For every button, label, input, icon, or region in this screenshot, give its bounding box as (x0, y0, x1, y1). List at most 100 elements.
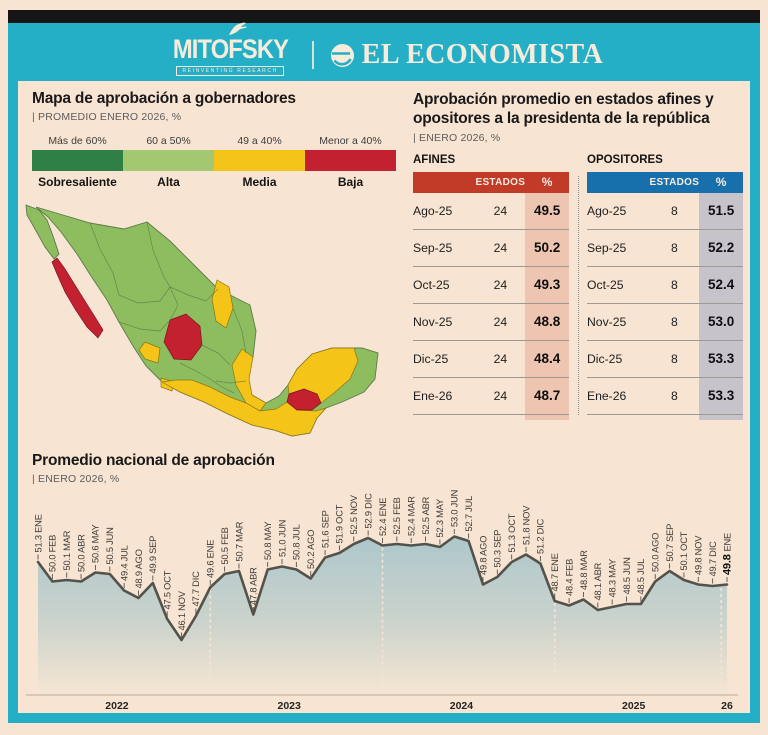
brand-divider (311, 41, 314, 69)
approval-chart-svg: 51.3 ENE 50.0 FEB 50.1 MAR 50.0 ABR 50.6 MAY… (26, 490, 738, 712)
point-value-label: 50.5 FEB (220, 527, 230, 564)
point-value-label: 50.1 OCT (679, 531, 689, 570)
stat-table-opositores: OPOSITORES ESTADOS% Ago-25 8 51.5 Sep-25 8 52.2… (587, 153, 743, 420)
percent-column-band (525, 192, 569, 420)
percent-cell: 48.7 (533, 388, 561, 404)
tables-section: Aprobación promedio en estados afines y … (413, 90, 747, 420)
tables-dotted-divider (578, 175, 579, 415)
month-cell: Sep-25 (587, 240, 627, 255)
table-row: Nov-25 24 48.8 (413, 304, 569, 341)
point-value-label: 48.5 JUN (622, 557, 632, 594)
percent-cell: 48.4 (533, 351, 561, 367)
percent-cell: 49.5 (533, 203, 561, 219)
estados-cell: 8 (670, 314, 678, 329)
point-value-label: 51.9 OCT (335, 504, 345, 543)
table-row: Ene-26 24 48.7 (413, 378, 569, 415)
table-header: ESTADOS% (587, 171, 743, 193)
economista-globe-icon (330, 43, 354, 67)
point-value-label: 48.1 ABR (593, 562, 603, 600)
percent-cell: 53.3 (707, 351, 735, 367)
point-value-label: 48.8 MAR (579, 550, 589, 590)
legend-color-swatch (214, 150, 305, 171)
percent-cell: 53.0 (707, 314, 735, 330)
column-header-estados: ESTADOS (475, 176, 526, 188)
percent-cell: 52.2 (707, 240, 735, 256)
map-state-borders (89, 221, 247, 394)
percent-cell: 50.2 (533, 240, 561, 256)
column-header-percent: % (541, 175, 553, 190)
point-value-label: 50.8 JUL (292, 524, 302, 560)
point-value-label: 47.7 DIC (191, 571, 201, 607)
economista-logo: EL ECONOMISTA (330, 39, 604, 71)
month-cell: Ene-26 (587, 388, 627, 403)
estados-cell: 8 (670, 277, 678, 292)
table-row: Oct-25 24 49.3 (413, 267, 569, 304)
month-cell: Ago-25 (587, 203, 627, 218)
point-value-label: 49.4 JUL (119, 545, 129, 581)
point-value-label: 50.7 SEP (665, 524, 675, 562)
table-row: Ago-25 24 49.5 (413, 193, 569, 230)
estados-cell: 24 (493, 277, 508, 292)
legend-range: 49 a 40% (237, 135, 282, 147)
map-nayarit (138, 341, 161, 364)
mexico-map-svg (25, 204, 379, 437)
map-section: Mapa de aprobación a gobernadores | PROM… (32, 90, 398, 189)
chart-title: Promedio nacional de aprobación (32, 452, 275, 469)
column-header-percent: % (715, 175, 727, 190)
infographic-frame: MITOFSKY REINVENTING RESEARCH EL ECONOMI… (8, 10, 760, 723)
table-row: Ago-25 8 51.5 (587, 193, 743, 230)
point-value-label: 48.4 FEB (564, 559, 574, 596)
legend-color-swatch (32, 150, 123, 171)
legend-label: Sobresaliente (38, 175, 117, 189)
map-nuevo-leon (211, 279, 234, 329)
map-subtitle: | PROMEDIO ENERO 2026, % (32, 111, 182, 123)
rooster-icon (229, 22, 248, 35)
point-value-label: 50.5 JUN (105, 527, 115, 564)
point-value-label: 51.0 JUN (277, 520, 287, 557)
table-row: Dic-25 24 48.4 (413, 341, 569, 378)
legend-item: 49 a 40% Media (214, 135, 305, 189)
mitofsky-tagline: REINVENTING RESEARCH (176, 66, 284, 76)
estados-cell: 24 (493, 240, 508, 255)
point-value-label: 50.0 FEB (48, 535, 58, 572)
year-axis-label: 2023 (278, 700, 302, 712)
legend-label: Media (242, 175, 277, 189)
stat-table-afines: AFINES ESTADOS% Ago-25 24 49.5 Sep-25 24 50.2 Oc… (413, 154, 569, 420)
mitofsky-logo: MITOFSKY REINVENTING RESEARCH (165, 22, 296, 76)
point-value-label: 48.9 AGO (134, 549, 144, 588)
percent-cell: 51.5 (707, 203, 735, 219)
table-row: Dic-25 8 53.3 (587, 341, 743, 378)
year-axis-label: 2024 (450, 700, 474, 712)
month-cell: Oct-25 (587, 277, 624, 292)
year-axis-label: 26 (721, 700, 733, 712)
point-value-label: 50.0 ABR (76, 534, 86, 572)
legend-item: Más de 60% Sobresaliente (32, 135, 123, 189)
tables-wrap: AFINES ESTADOS% Ago-25 24 49.5 Sep-25 24 50.2 Oc… (413, 153, 747, 420)
point-value-label: 50.8 MAY (263, 521, 273, 560)
legend-label: Baja (337, 175, 364, 189)
table-name: OPOSITORES (587, 153, 663, 166)
point-value-label: 48.7 ENE (550, 553, 560, 591)
percent-cell: 52.4 (707, 277, 735, 293)
economista-wordmark: EL ECONOMISTA (361, 39, 604, 70)
month-cell: Nov-25 (587, 314, 627, 329)
point-value-label: 50.2 AGO (306, 530, 316, 569)
point-value-label: 52.3 MAY (435, 499, 445, 538)
point-value-label: 52.5 ABR (421, 496, 431, 534)
tables-title: Aprobación promedio en estados afines y … (413, 91, 714, 128)
estados-cell: 24 (493, 203, 508, 218)
table-row: Sep-25 24 50.2 (413, 230, 569, 267)
map-baja-norte (25, 204, 60, 260)
month-cell: Dic-25 (587, 351, 623, 366)
point-value-label: 52.9 DIC (363, 493, 373, 529)
estados-cell: 8 (670, 240, 678, 255)
point-value-label: 51.2 DIC (536, 518, 546, 554)
point-value-label: 47.8 ABR (249, 567, 259, 605)
table-header: ESTADOS% (413, 171, 569, 193)
month-cell: Oct-25 (413, 277, 450, 292)
point-value-label: 50.1 MAR (62, 530, 72, 570)
month-cell: Ago-25 (413, 203, 453, 218)
month-cell: Dic-25 (413, 351, 449, 366)
estados-cell: 24 (493, 351, 508, 366)
map-title: Mapa de aprobación a gobernadores (32, 90, 296, 107)
